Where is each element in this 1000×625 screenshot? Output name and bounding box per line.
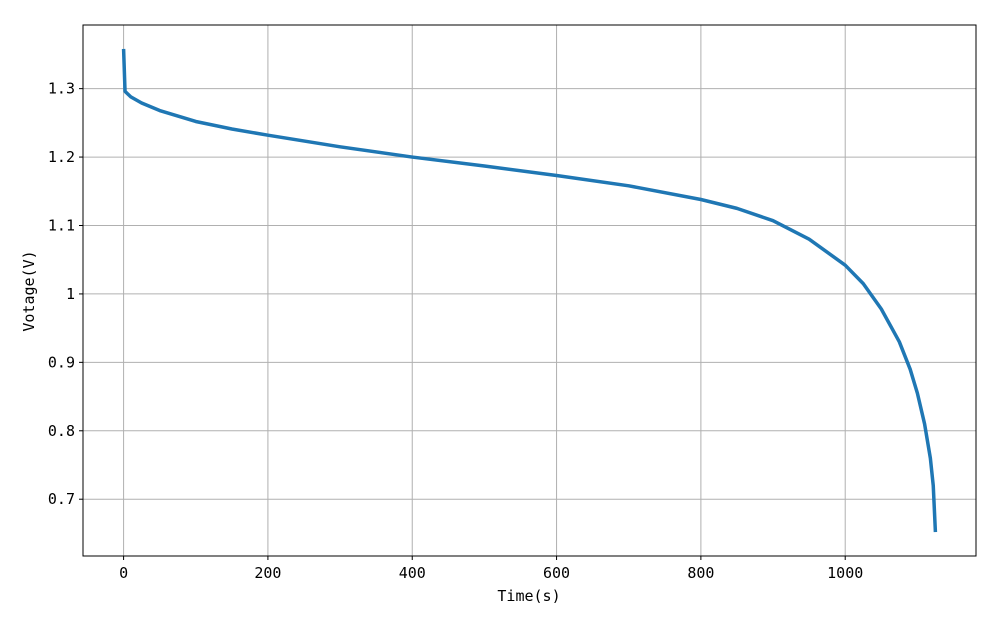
x-tick-label: 1000 xyxy=(827,564,863,582)
y-tick-label: 1.3 xyxy=(48,80,75,98)
y-tick-label: 0.9 xyxy=(48,353,75,371)
data-line xyxy=(121,48,938,533)
y-tick-label: 1 xyxy=(66,285,75,303)
y-tick-label: 0.7 xyxy=(48,490,75,508)
y-tick-label: 0.8 xyxy=(48,422,75,440)
y-axis-label: Votage(V) xyxy=(20,250,38,331)
y-tick-label: 1.2 xyxy=(48,148,75,166)
x-tick-label: 600 xyxy=(543,564,570,582)
x-tick-label: 400 xyxy=(399,564,426,582)
x-axis-label: Time(s) xyxy=(497,587,560,605)
y-tick-label: 1.1 xyxy=(48,216,75,234)
x-tick-label: 0 xyxy=(119,564,128,582)
x-tick-label: 200 xyxy=(254,564,281,582)
plot-frame xyxy=(82,24,977,557)
x-tick-label: 800 xyxy=(687,564,714,582)
